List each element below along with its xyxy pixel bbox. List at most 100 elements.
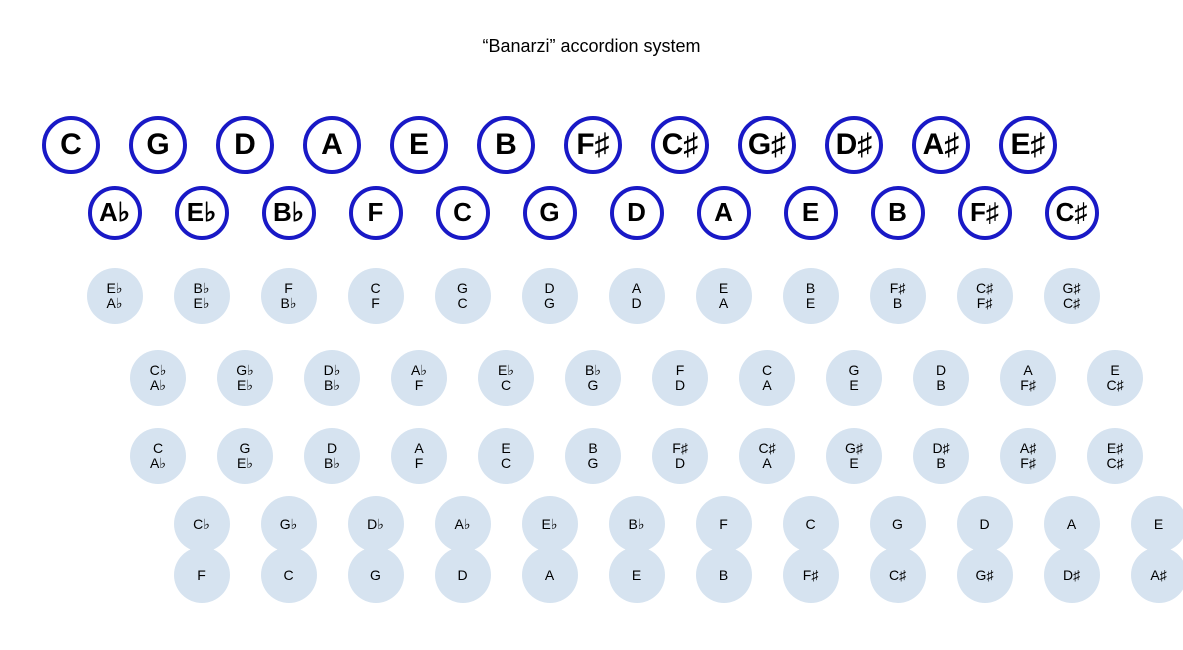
- accordion-button: E♭: [175, 186, 229, 240]
- note-label: D♭: [367, 517, 384, 532]
- note-label: G: [588, 456, 599, 471]
- accordion-button: C: [436, 186, 490, 240]
- note-label: D: [234, 129, 256, 161]
- note-label: E: [1110, 363, 1119, 378]
- note-label: A: [632, 281, 641, 296]
- note-label: G♯: [748, 129, 786, 161]
- note-label: G: [544, 296, 555, 311]
- accordion-button: G♯E: [826, 428, 882, 484]
- accordion-button: A♭F: [391, 350, 447, 406]
- accordion-button: C♯: [1045, 186, 1099, 240]
- note-label: F♯: [1020, 378, 1036, 393]
- note-label: C♭: [150, 363, 167, 378]
- note-label: B: [936, 456, 945, 471]
- note-label: C: [501, 378, 511, 393]
- note-label: G: [539, 199, 559, 226]
- accordion-button: BE: [783, 268, 839, 324]
- accordion-button: E♯C♯: [1087, 428, 1143, 484]
- note-label: B: [495, 129, 517, 161]
- accordion-button: C♯: [651, 116, 709, 174]
- accordion-button: EC♯: [1087, 350, 1143, 406]
- note-label: D: [544, 281, 554, 296]
- note-label: C♭: [193, 517, 210, 532]
- note-label: E♭: [107, 281, 123, 296]
- accordion-button: B: [871, 186, 925, 240]
- note-label: F: [415, 456, 424, 471]
- accordion-button: F: [696, 496, 752, 552]
- note-label: A: [1023, 363, 1032, 378]
- note-label: C: [805, 517, 815, 532]
- note-label: A: [719, 296, 728, 311]
- note-label: A: [1067, 517, 1076, 532]
- note-label: B♭: [273, 199, 304, 226]
- accordion-button: F♯: [783, 547, 839, 603]
- note-label: E: [1154, 517, 1163, 532]
- accordion-button: AF♯: [1000, 350, 1056, 406]
- note-label: D: [675, 456, 685, 471]
- note-label: D: [457, 568, 467, 583]
- accordion-button: D♯B: [913, 428, 969, 484]
- diagram-title: “Banarzi” accordion system: [0, 36, 1183, 57]
- note-label: D♯: [836, 129, 873, 161]
- note-label: G: [370, 568, 381, 583]
- note-label: B♭: [281, 296, 297, 311]
- accordion-button: D: [957, 496, 1013, 552]
- note-label: G♯: [845, 441, 863, 456]
- accordion-button: GE♭: [217, 428, 273, 484]
- note-label: C: [453, 199, 472, 226]
- note-label: G♯: [1063, 281, 1081, 296]
- note-label: G: [240, 441, 251, 456]
- accordion-button: C: [783, 496, 839, 552]
- accordion-button: A: [303, 116, 361, 174]
- note-label: B: [888, 199, 907, 226]
- accordion-button: DG: [522, 268, 578, 324]
- note-label: F: [371, 296, 380, 311]
- accordion-button: F♯D: [652, 428, 708, 484]
- note-label: C♯: [758, 441, 775, 456]
- accordion-button: G♯: [738, 116, 796, 174]
- note-label: D: [675, 378, 685, 393]
- accordion-button: B♭E♭: [174, 268, 230, 324]
- note-label: F: [368, 199, 384, 226]
- note-label: D: [627, 199, 646, 226]
- note-label: G♭: [236, 363, 254, 378]
- accordion-button: G: [348, 547, 404, 603]
- note-label: B: [936, 378, 945, 393]
- accordion-button: F♯: [564, 116, 622, 174]
- accordion-button: A: [1044, 496, 1100, 552]
- accordion-button: DB: [913, 350, 969, 406]
- note-label: F♯: [672, 441, 688, 456]
- accordion-button: D♯: [1044, 547, 1100, 603]
- accordion-button: GE: [826, 350, 882, 406]
- accordion-button: G♭E♭: [217, 350, 273, 406]
- note-label: A♯: [923, 129, 960, 161]
- note-label: C: [457, 296, 467, 311]
- accordion-button: A: [697, 186, 751, 240]
- note-label: E: [849, 378, 858, 393]
- note-label: A: [714, 199, 733, 226]
- accordion-button: E: [1131, 496, 1183, 552]
- accordion-button: G♭: [261, 496, 317, 552]
- accordion-button: B♭G: [565, 350, 621, 406]
- note-label: B: [893, 296, 902, 311]
- note-label: F: [197, 568, 206, 583]
- accordion-button: GC: [435, 268, 491, 324]
- note-label: B♭: [629, 517, 645, 532]
- accordion-button: C: [42, 116, 100, 174]
- note-label: D: [936, 363, 946, 378]
- note-label: F♯: [890, 281, 906, 296]
- note-label: D♯: [932, 441, 949, 456]
- note-label: D: [327, 441, 337, 456]
- accordion-button: D: [610, 186, 664, 240]
- accordion-button: F♯B: [870, 268, 926, 324]
- note-label: F: [284, 281, 293, 296]
- note-label: E: [501, 441, 510, 456]
- accordion-button: B: [696, 547, 752, 603]
- note-label: C: [153, 441, 163, 456]
- note-label: D♭: [324, 363, 341, 378]
- accordion-button: E: [390, 116, 448, 174]
- note-label: E♯: [1010, 129, 1045, 161]
- accordion-button: FD: [652, 350, 708, 406]
- accordion-button: C♯A: [739, 428, 795, 484]
- accordion-button: A♭: [435, 496, 491, 552]
